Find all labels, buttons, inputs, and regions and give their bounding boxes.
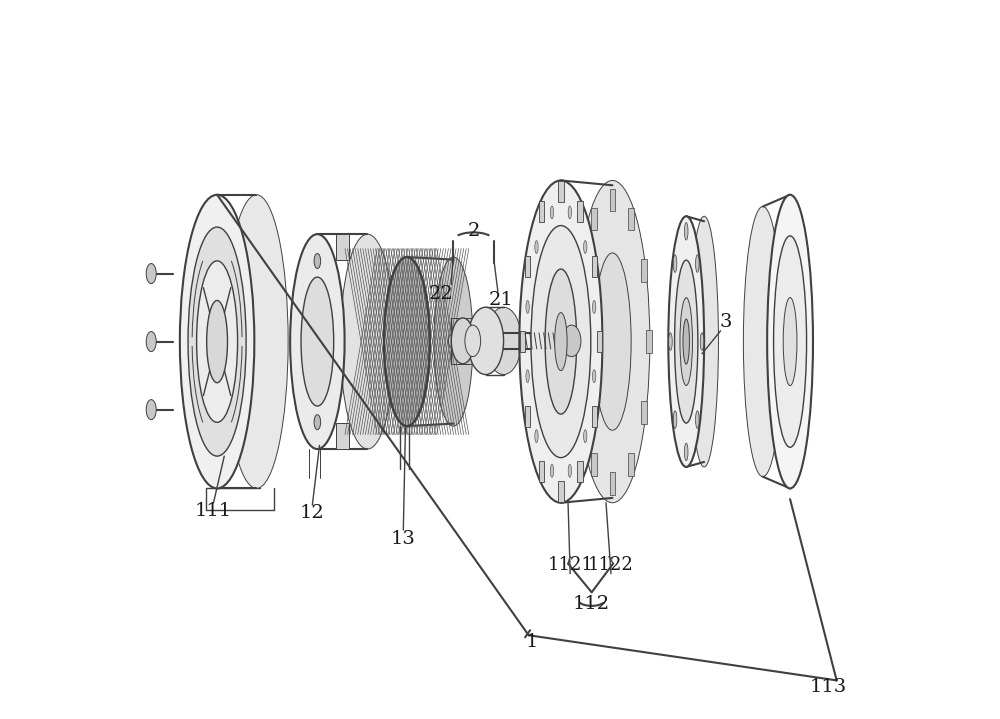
Ellipse shape — [531, 226, 591, 457]
Ellipse shape — [593, 301, 596, 313]
FancyBboxPatch shape — [336, 234, 349, 260]
Ellipse shape — [180, 195, 254, 488]
Ellipse shape — [314, 254, 321, 268]
Ellipse shape — [146, 400, 156, 420]
FancyBboxPatch shape — [525, 256, 530, 277]
FancyBboxPatch shape — [646, 330, 652, 353]
Ellipse shape — [207, 301, 228, 383]
Ellipse shape — [743, 206, 782, 477]
Text: 3: 3 — [719, 313, 732, 331]
FancyBboxPatch shape — [539, 201, 544, 222]
Ellipse shape — [434, 257, 473, 426]
Ellipse shape — [451, 318, 474, 364]
Ellipse shape — [468, 307, 504, 375]
FancyBboxPatch shape — [592, 406, 597, 427]
FancyBboxPatch shape — [525, 406, 530, 427]
Ellipse shape — [545, 269, 577, 414]
Ellipse shape — [197, 261, 238, 422]
Ellipse shape — [486, 307, 521, 375]
FancyBboxPatch shape — [539, 461, 544, 482]
Text: 1: 1 — [526, 633, 538, 651]
Text: 1121: 1121 — [547, 556, 593, 574]
Ellipse shape — [774, 236, 807, 447]
Text: 113: 113 — [809, 678, 847, 696]
FancyBboxPatch shape — [628, 208, 634, 230]
Ellipse shape — [675, 260, 698, 423]
Ellipse shape — [535, 241, 538, 254]
FancyBboxPatch shape — [597, 331, 602, 352]
Ellipse shape — [668, 216, 704, 467]
Ellipse shape — [683, 319, 689, 364]
Ellipse shape — [384, 257, 430, 426]
Ellipse shape — [526, 370, 529, 383]
Ellipse shape — [562, 325, 581, 357]
Text: 2: 2 — [467, 221, 480, 239]
Ellipse shape — [188, 227, 246, 456]
Ellipse shape — [680, 298, 692, 385]
Ellipse shape — [690, 216, 718, 467]
Ellipse shape — [669, 333, 672, 350]
Ellipse shape — [225, 195, 288, 488]
Text: 111: 111 — [195, 503, 232, 521]
Text: 22: 22 — [429, 285, 454, 303]
FancyBboxPatch shape — [628, 453, 634, 476]
FancyBboxPatch shape — [610, 188, 615, 211]
Ellipse shape — [550, 464, 554, 477]
Ellipse shape — [584, 430, 587, 443]
Text: 112: 112 — [573, 595, 610, 613]
Ellipse shape — [684, 222, 688, 240]
Text: 13: 13 — [391, 530, 416, 548]
Ellipse shape — [673, 411, 677, 429]
Ellipse shape — [465, 325, 481, 357]
Ellipse shape — [340, 234, 395, 449]
Ellipse shape — [696, 255, 699, 273]
FancyBboxPatch shape — [558, 181, 564, 202]
FancyBboxPatch shape — [336, 423, 349, 449]
FancyBboxPatch shape — [520, 331, 525, 352]
Text: 12: 12 — [300, 505, 325, 523]
Ellipse shape — [767, 195, 813, 488]
Ellipse shape — [448, 333, 458, 349]
FancyBboxPatch shape — [577, 461, 583, 482]
FancyBboxPatch shape — [592, 256, 597, 277]
Ellipse shape — [290, 234, 345, 449]
Ellipse shape — [568, 464, 571, 477]
FancyBboxPatch shape — [591, 453, 597, 476]
Ellipse shape — [696, 411, 699, 429]
Ellipse shape — [314, 415, 321, 430]
FancyBboxPatch shape — [641, 401, 647, 423]
Ellipse shape — [555, 313, 567, 370]
Ellipse shape — [673, 255, 677, 273]
Ellipse shape — [146, 264, 156, 283]
FancyBboxPatch shape — [577, 201, 583, 222]
Ellipse shape — [526, 301, 529, 313]
Text: 21: 21 — [489, 291, 514, 309]
Ellipse shape — [684, 443, 688, 461]
FancyBboxPatch shape — [573, 330, 579, 353]
Ellipse shape — [535, 430, 538, 443]
Ellipse shape — [593, 370, 596, 383]
FancyBboxPatch shape — [578, 260, 584, 282]
FancyBboxPatch shape — [591, 208, 597, 230]
Ellipse shape — [575, 180, 650, 503]
Ellipse shape — [594, 253, 631, 430]
Ellipse shape — [584, 241, 587, 254]
Ellipse shape — [146, 331, 156, 352]
Text: 1122: 1122 — [588, 556, 634, 574]
Ellipse shape — [550, 206, 554, 219]
Ellipse shape — [519, 180, 602, 503]
FancyBboxPatch shape — [558, 481, 564, 502]
FancyBboxPatch shape — [610, 472, 615, 495]
Ellipse shape — [568, 206, 571, 219]
Ellipse shape — [700, 333, 704, 350]
FancyBboxPatch shape — [578, 401, 584, 423]
FancyBboxPatch shape — [641, 260, 647, 282]
Ellipse shape — [783, 298, 797, 385]
Ellipse shape — [301, 277, 334, 406]
